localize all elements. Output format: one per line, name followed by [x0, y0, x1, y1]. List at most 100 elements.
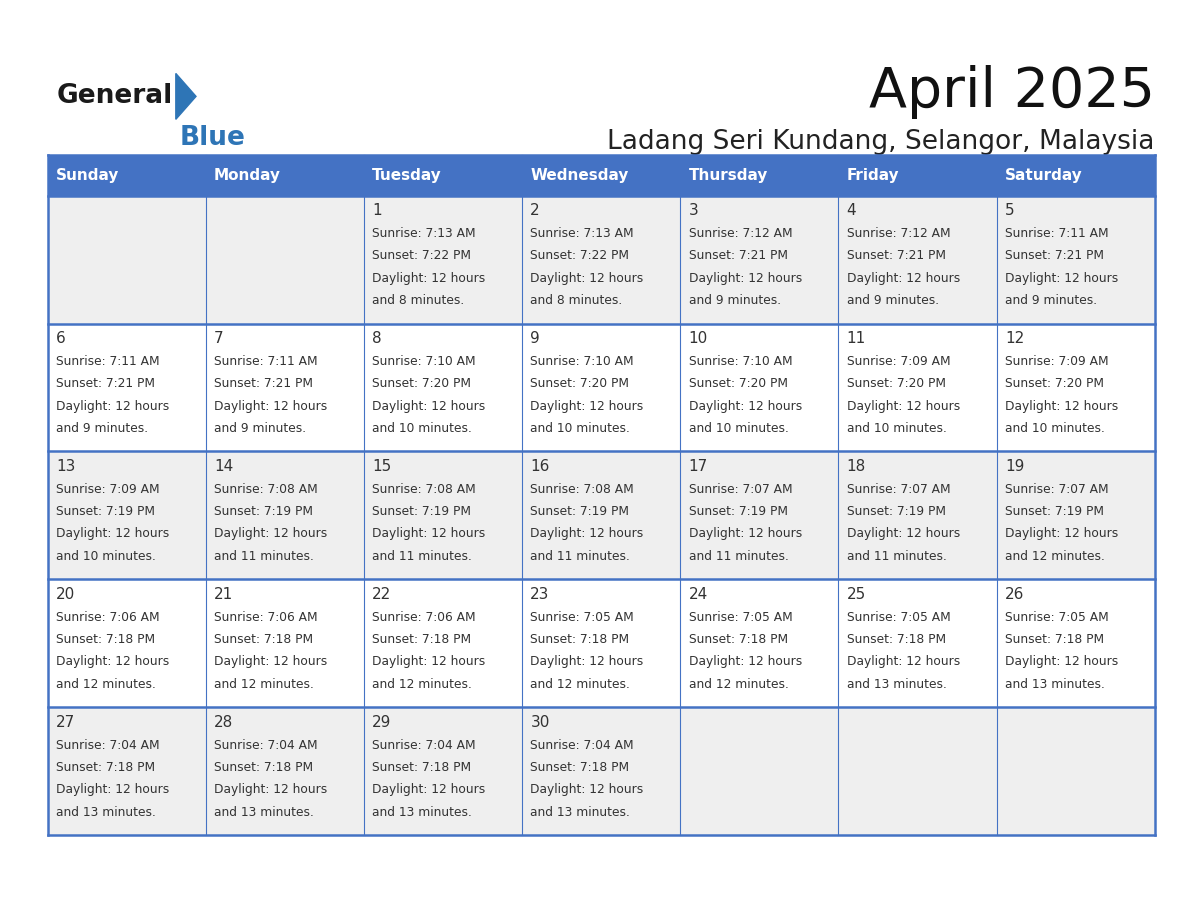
Bar	[48, 155, 206, 196]
Bar	[522, 579, 681, 708]
Bar	[364, 323, 522, 452]
Text: 22: 22	[372, 587, 391, 602]
Text: Daylight: 12 hours: Daylight: 12 hours	[372, 272, 486, 285]
Text: Sunrise: 7:07 AM: Sunrise: 7:07 AM	[689, 483, 792, 496]
Text: and 9 minutes.: and 9 minutes.	[689, 294, 781, 307]
Polygon shape	[176, 73, 196, 119]
Text: Tuesday: Tuesday	[372, 168, 442, 183]
Text: Daylight: 12 hours: Daylight: 12 hours	[847, 655, 960, 668]
Text: and 13 minutes.: and 13 minutes.	[530, 806, 630, 819]
Text: 14: 14	[214, 459, 233, 474]
Text: Daylight: 12 hours: Daylight: 12 hours	[372, 655, 486, 668]
Text: Daylight: 12 hours: Daylight: 12 hours	[56, 528, 169, 541]
Bar	[522, 452, 681, 579]
Text: Sunset: 7:18 PM: Sunset: 7:18 PM	[847, 633, 946, 646]
Text: and 13 minutes.: and 13 minutes.	[1005, 677, 1105, 691]
Text: 11: 11	[847, 330, 866, 346]
Text: Daylight: 12 hours: Daylight: 12 hours	[689, 399, 802, 412]
Text: 28: 28	[214, 715, 233, 730]
Text: Sunrise: 7:04 AM: Sunrise: 7:04 AM	[372, 739, 476, 752]
Text: Daylight: 12 hours: Daylight: 12 hours	[530, 783, 644, 797]
Text: 3: 3	[689, 203, 699, 218]
Text: Daylight: 12 hours: Daylight: 12 hours	[56, 783, 169, 797]
Text: 27: 27	[56, 715, 75, 730]
Text: and 13 minutes.: and 13 minutes.	[372, 806, 472, 819]
Text: Daylight: 12 hours: Daylight: 12 hours	[372, 399, 486, 412]
Bar	[839, 155, 997, 196]
Text: Friday: Friday	[847, 168, 899, 183]
Text: Sunrise: 7:11 AM: Sunrise: 7:11 AM	[214, 354, 317, 368]
Bar	[839, 323, 997, 452]
Text: Saturday: Saturday	[1005, 168, 1082, 183]
Text: Sunset: 7:18 PM: Sunset: 7:18 PM	[530, 761, 630, 774]
Text: Sunrise: 7:07 AM: Sunrise: 7:07 AM	[1005, 483, 1108, 496]
Text: Sunset: 7:20 PM: Sunset: 7:20 PM	[1005, 377, 1104, 390]
Text: and 9 minutes.: and 9 minutes.	[214, 422, 307, 435]
Text: Sunset: 7:21 PM: Sunset: 7:21 PM	[56, 377, 154, 390]
Text: Daylight: 12 hours: Daylight: 12 hours	[1005, 272, 1118, 285]
Bar	[681, 196, 839, 323]
Text: and 13 minutes.: and 13 minutes.	[214, 806, 314, 819]
Text: Daylight: 12 hours: Daylight: 12 hours	[56, 655, 169, 668]
Text: 5: 5	[1005, 203, 1015, 218]
Text: Sunset: 7:19 PM: Sunset: 7:19 PM	[372, 505, 472, 518]
Text: Sunrise: 7:10 AM: Sunrise: 7:10 AM	[530, 354, 634, 368]
Text: Blue: Blue	[179, 125, 245, 151]
Text: Sunrise: 7:09 AM: Sunrise: 7:09 AM	[56, 483, 159, 496]
Text: Daylight: 12 hours: Daylight: 12 hours	[372, 528, 486, 541]
Text: Sunrise: 7:07 AM: Sunrise: 7:07 AM	[847, 483, 950, 496]
Bar	[839, 708, 997, 835]
Bar	[997, 155, 1155, 196]
Bar	[681, 323, 839, 452]
Text: Sunrise: 7:05 AM: Sunrise: 7:05 AM	[530, 610, 634, 623]
Text: and 9 minutes.: and 9 minutes.	[1005, 294, 1097, 307]
Text: Sunrise: 7:10 AM: Sunrise: 7:10 AM	[372, 354, 476, 368]
Text: 30: 30	[530, 715, 550, 730]
Text: Wednesday: Wednesday	[530, 168, 628, 183]
Text: and 10 minutes.: and 10 minutes.	[372, 422, 472, 435]
Text: Sunset: 7:20 PM: Sunset: 7:20 PM	[530, 377, 630, 390]
Text: Sunrise: 7:04 AM: Sunrise: 7:04 AM	[214, 739, 317, 752]
Bar	[522, 196, 681, 323]
Text: and 12 minutes.: and 12 minutes.	[530, 677, 630, 691]
Bar	[681, 579, 839, 708]
Text: Daylight: 12 hours: Daylight: 12 hours	[214, 655, 327, 668]
Bar	[206, 708, 364, 835]
Text: and 8 minutes.: and 8 minutes.	[530, 294, 623, 307]
Text: Sunset: 7:18 PM: Sunset: 7:18 PM	[56, 761, 154, 774]
Bar	[522, 323, 681, 452]
Text: and 10 minutes.: and 10 minutes.	[530, 422, 630, 435]
Text: 7: 7	[214, 330, 223, 346]
Text: Daylight: 12 hours: Daylight: 12 hours	[214, 399, 327, 412]
Bar	[206, 579, 364, 708]
Bar	[206, 452, 364, 579]
Text: 13: 13	[56, 459, 75, 474]
Text: Sunset: 7:18 PM: Sunset: 7:18 PM	[1005, 633, 1104, 646]
Text: Sunset: 7:22 PM: Sunset: 7:22 PM	[530, 249, 630, 263]
Text: Daylight: 12 hours: Daylight: 12 hours	[56, 399, 169, 412]
Bar	[681, 452, 839, 579]
Text: Sunrise: 7:09 AM: Sunrise: 7:09 AM	[1005, 354, 1108, 368]
Bar	[48, 452, 206, 579]
Text: 25: 25	[847, 587, 866, 602]
Text: and 12 minutes.: and 12 minutes.	[372, 677, 472, 691]
Text: Sunset: 7:18 PM: Sunset: 7:18 PM	[372, 633, 472, 646]
Text: Ladang Seri Kundang, Selangor, Malaysia: Ladang Seri Kundang, Selangor, Malaysia	[607, 129, 1155, 155]
Text: Daylight: 12 hours: Daylight: 12 hours	[689, 272, 802, 285]
Bar	[681, 708, 839, 835]
Text: and 12 minutes.: and 12 minutes.	[1005, 550, 1105, 563]
Bar	[997, 452, 1155, 579]
Text: Daylight: 12 hours: Daylight: 12 hours	[1005, 399, 1118, 412]
Text: Sunrise: 7:06 AM: Sunrise: 7:06 AM	[372, 610, 476, 623]
Text: Sunset: 7:18 PM: Sunset: 7:18 PM	[689, 633, 788, 646]
Text: Sunrise: 7:08 AM: Sunrise: 7:08 AM	[530, 483, 634, 496]
Text: Sunset: 7:21 PM: Sunset: 7:21 PM	[1005, 249, 1104, 263]
Text: Sunset: 7:19 PM: Sunset: 7:19 PM	[56, 505, 154, 518]
Bar	[364, 196, 522, 323]
Text: Sunday: Sunday	[56, 168, 119, 183]
Text: Sunrise: 7:04 AM: Sunrise: 7:04 AM	[530, 739, 634, 752]
Text: and 8 minutes.: and 8 minutes.	[372, 294, 465, 307]
Text: Daylight: 12 hours: Daylight: 12 hours	[847, 272, 960, 285]
Bar	[839, 579, 997, 708]
Text: Daylight: 12 hours: Daylight: 12 hours	[847, 528, 960, 541]
